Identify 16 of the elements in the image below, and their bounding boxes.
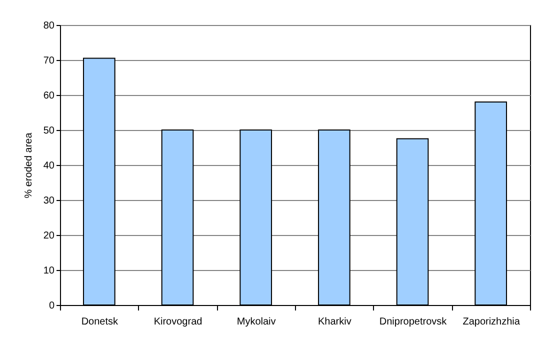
- x-tick-label: Kirovograd: [154, 316, 202, 328]
- y-tick-label: 80: [43, 20, 55, 32]
- x-tick-label: Zaporizhzhia: [462, 316, 520, 328]
- y-tick-label: 30: [43, 196, 55, 206]
- y-tick-label: 10: [43, 266, 55, 276]
- x-tick-label: Dnipropetrovsk: [379, 316, 448, 328]
- y-tick-label: 0: [48, 300, 55, 312]
- y-tick-label: 70: [43, 56, 55, 66]
- x-tick-label: Donetsk: [81, 316, 120, 328]
- y-tick-label: 60: [43, 90, 55, 102]
- y-tick-label: 50: [43, 126, 55, 136]
- x-tick-label: Mykolaiv: [236, 316, 276, 328]
- y-tick-label: 40: [43, 160, 55, 172]
- y-axis-title: % eroded area: [23, 132, 34, 198]
- x-tick-label: Kharkiv: [318, 316, 352, 328]
- y-tick-label: 20: [43, 230, 55, 242]
